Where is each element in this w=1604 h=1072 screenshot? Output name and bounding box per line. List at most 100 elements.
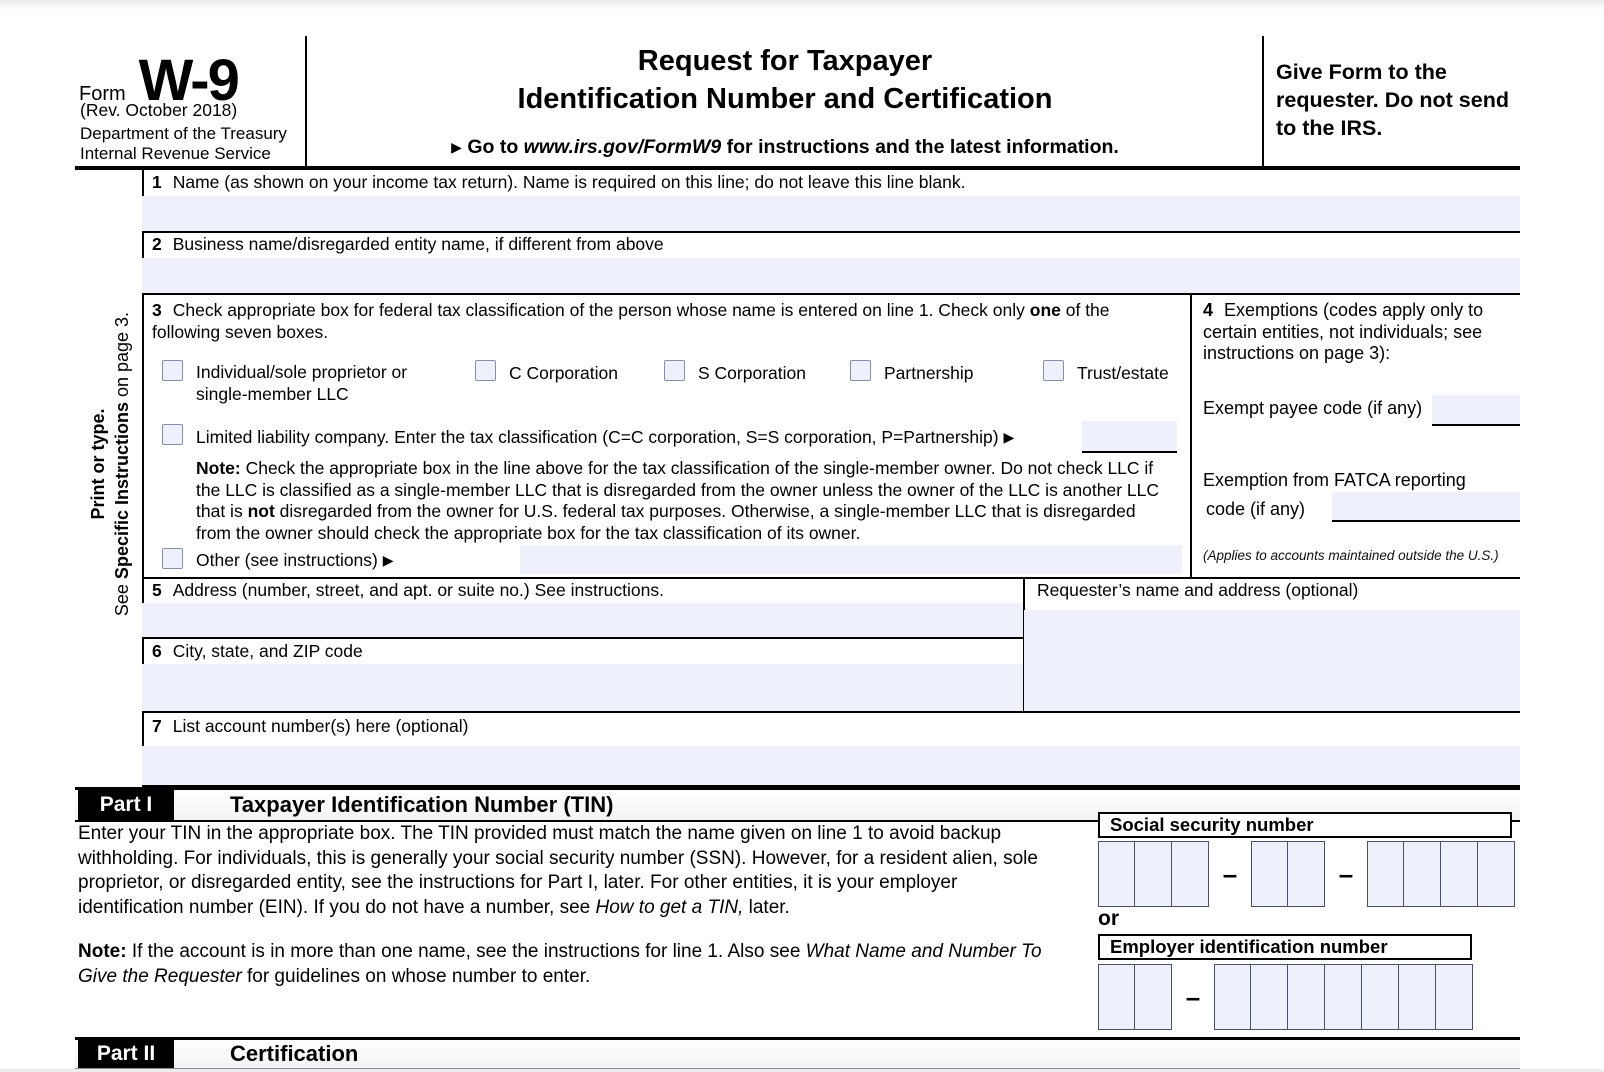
exempt-payee-label: Exempt payee code (if any) [1203,398,1423,418]
line3-note-run2: disregarded from the owner for U.S. fede… [196,501,1136,543]
part1-instructions-run2: later. [743,896,790,918]
or-label: or [1098,907,1119,930]
ein-digit-cell[interactable] [1436,964,1473,1030]
header-divider-left [305,36,307,168]
checkbox-s-corporation[interactable] [664,360,685,381]
give-form-note: Give Form to the requester. Do not send … [1276,60,1509,140]
line2-label: 2 Business name/disregarded entity name, … [152,234,664,256]
ssn-digit-cell[interactable] [1441,841,1478,907]
form-word: Form [79,83,126,105]
option-s-corporation-label: S Corporation [698,363,806,383]
line6-number: 6 [152,641,162,661]
form-title-line1: Request for Taxpayer [637,45,933,77]
ssn-digit-cell[interactable] [1098,841,1135,907]
line4-number: 4 [1203,300,1214,320]
part2-title: Certification [230,1041,359,1066]
requester-input[interactable] [1024,610,1520,711]
ssn-digit-cell[interactable] [1135,841,1172,907]
checkbox-trust-estate[interactable] [1043,360,1064,381]
line1-label: 1 Name (as shown on your income tax retur… [152,172,966,194]
header-divider-right [1262,36,1264,168]
page-bottom-strip [0,1069,1604,1072]
option-partnership-label: Partnership [884,363,974,383]
checkbox-llc[interactable] [162,424,183,445]
department-line: Department of the Treasury [80,124,287,143]
address-input[interactable] [142,603,1023,637]
line3-text-bold: one [1029,300,1061,320]
fatca-label-line1: Exemption from FATCA reporting [1203,470,1466,490]
llc-arrow-icon: ▶ [1003,429,1015,445]
line2-number: 2 [152,234,162,254]
name-input[interactable] [142,196,1520,231]
line1-text: Name (as shown on your income tax return… [172,172,966,192]
row6-divider [142,711,1520,713]
other-label: Other (see instructions) ▶ [196,550,394,573]
row7-bottom-border [142,785,1520,787]
ssn-cells: – – [1098,841,1515,907]
checkbox-partnership[interactable] [850,360,871,381]
ein-digit-cell[interactable] [1288,964,1325,1030]
line5-number: 5 [152,580,162,600]
line7-text: List account number(s) here (optional) [172,716,469,736]
checkbox-other[interactable] [162,548,183,569]
line5-text: Address (number, street, and apt. or sui… [172,580,664,600]
sidebar-see: See [112,579,132,617]
part1-note-run2: for guidelines on whose number to enter. [241,965,591,987]
goto-arrow-icon: ▶ [451,139,462,155]
line6-text: City, state, and ZIP code [172,641,363,661]
line4-text: Exemptions (codes apply only to certain … [1203,300,1484,363]
part1-instructions-run1: Enter your TIN in the appropriate box. T… [78,823,1038,918]
line4-label: 4 Exemptions (codes apply only to certain… [1203,300,1508,365]
sidebar-print-or-type: Print or type. See Specific Instructions… [86,274,138,654]
ssn-label-box: Social security number [1098,812,1512,838]
ein-digit-cell[interactable] [1135,964,1172,1030]
fatca-code-input[interactable] [1332,492,1520,522]
part1-badge: Part I [78,790,174,820]
line3-text-post: of the following seven boxes. [152,300,1110,342]
line3-note-bold2: not [247,501,275,521]
goto-suffix: for instructions and the latest informat… [721,136,1119,158]
part1-note-run1: If the account is in more than one name,… [126,941,806,962]
applies-note: (Applies to accounts maintained outside … [1203,548,1499,563]
ein-digit-cell[interactable] [1399,964,1436,1030]
line3-line4-divider [1190,293,1192,577]
ein-digit-cell[interactable] [1251,964,1288,1030]
ssn-digit-cell[interactable] [1404,841,1441,907]
ein-digit-cell[interactable] [1362,964,1399,1030]
city-state-zip-input[interactable] [142,664,1023,711]
form-title: Request for Taxpayer Identification Numb… [315,42,1255,118]
goto-url[interactable]: www.irs.gov/FormW9 [523,136,722,158]
line5-label: 5 Address (number, street, and apt. or su… [152,580,664,602]
ssn-digit-cell[interactable] [1367,841,1404,907]
llc-classification-input[interactable] [1082,421,1177,453]
other-input[interactable] [520,545,1182,574]
business-name-input[interactable] [142,258,1520,293]
line3-number: 3 [152,300,162,320]
line7-number: 7 [152,716,162,736]
ein-digit-cell[interactable] [1098,964,1135,1030]
ssn-digit-cell[interactable] [1478,841,1515,907]
fatca-label-line2: code (if any) [1206,499,1306,519]
other-arrow-icon: ▶ [382,552,394,568]
ssn-digit-cell[interactable] [1288,841,1325,907]
line2-text: Business name/disregarded entity name, i… [172,234,664,254]
ein-digit-cell[interactable] [1325,964,1362,1030]
option-individual-label: Individual/sole proprietor or single-mem… [196,362,408,404]
form-title-line2: Identification Number and Certification [517,83,1053,115]
tin-dash: – [1338,858,1354,889]
part1-instructions-italic: How to get a TIN, [595,896,744,918]
ein-label-box: Employer identification number [1098,934,1472,960]
tin-dash: – [1185,981,1201,1012]
exempt-payee-input[interactable] [1432,395,1520,426]
part1-note: Note: If the account is in more than one… [78,940,1053,989]
tin-dash: – [1222,858,1238,889]
row3-divider [142,577,1520,579]
account-numbers-input[interactable] [142,746,1520,785]
ein-digit-cell[interactable] [1214,964,1251,1030]
checkbox-individual[interactable] [162,360,183,381]
sidebar-line1: Print or type. [88,408,108,520]
checkbox-c-corporation[interactable] [475,360,496,381]
ssn-digit-cell[interactable] [1251,841,1288,907]
goto-prefix: Go to [467,136,524,158]
ssn-digit-cell[interactable] [1172,841,1209,907]
